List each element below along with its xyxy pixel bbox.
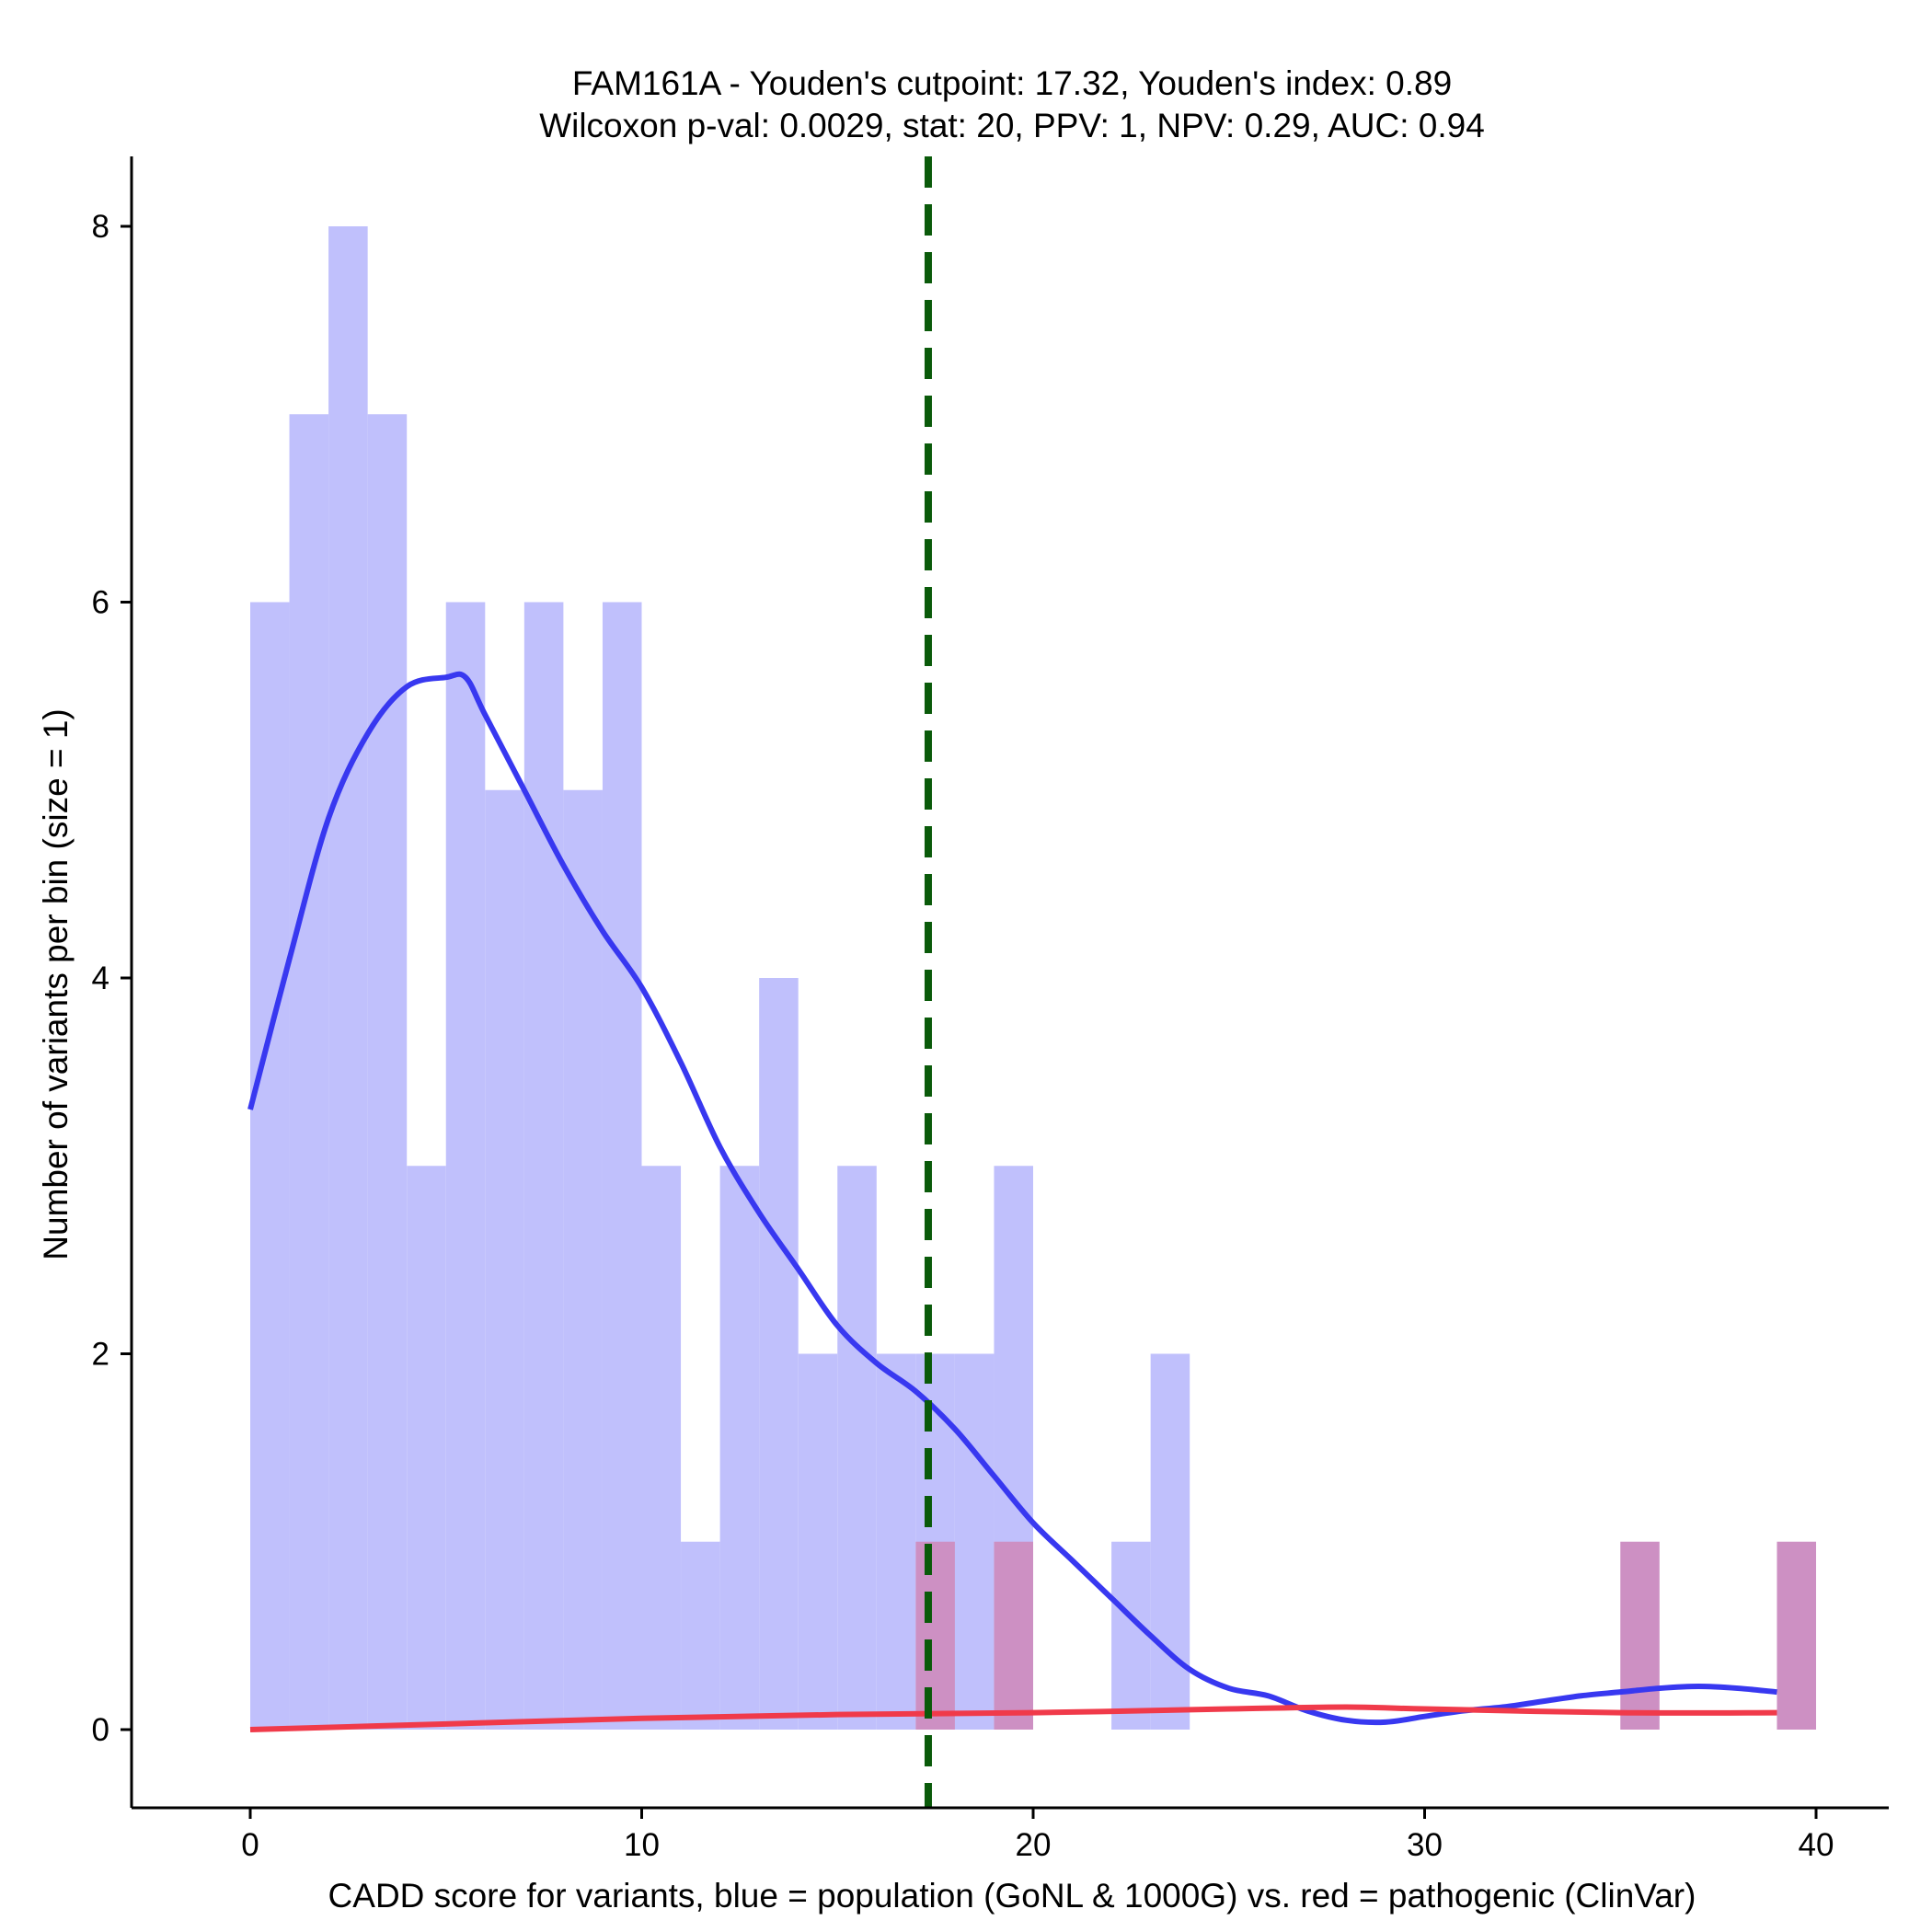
x-tick-label: 0: [241, 1827, 259, 1863]
x-tick-label: 10: [624, 1827, 660, 1863]
population-bar: [798, 1353, 838, 1730]
population-bar: [289, 414, 329, 1730]
population-bar: [837, 1166, 877, 1730]
population-bar: [759, 978, 799, 1730]
pathogenic-bar: [1777, 1541, 1816, 1730]
population-bars: [250, 226, 1190, 1730]
population-density-line: [247, 671, 1777, 1726]
population-bar: [876, 1353, 916, 1730]
population-bar: [250, 602, 290, 1730]
y-tick-label: 8: [92, 209, 109, 245]
population-bar: [954, 1353, 995, 1730]
population-bar: [445, 602, 486, 1730]
chart-title-line1: FAM161A - Youden's cutpoint: 17.32, Youd…: [572, 64, 1452, 102]
x-tick-label: 40: [1799, 1827, 1834, 1863]
x-axis-ticks: 0 10 20 30 40: [241, 1808, 1834, 1863]
population-bar: [328, 226, 368, 1730]
pathogenic-bar: [994, 1541, 1033, 1730]
y-axis-ticks: 0 2 4 6 8: [92, 209, 132, 1748]
population-bar: [602, 602, 642, 1730]
pathogenic-bar: [915, 1541, 955, 1730]
x-axis-label: CADD score for variants, blue = populati…: [328, 1877, 1696, 1915]
axes: [130, 156, 1889, 1810]
population-bar: [1150, 1353, 1190, 1730]
y-axis-label: Number of variants per bin (size = 1): [37, 708, 75, 1259]
pathogenic-bar: [1620, 1541, 1660, 1730]
pathogenic-bars: [915, 1541, 1816, 1730]
x-tick-label: 30: [1407, 1827, 1443, 1863]
population-bar: [1111, 1541, 1151, 1730]
y-tick-label: 0: [92, 1712, 109, 1748]
population-bar: [563, 789, 603, 1730]
y-tick-label: 6: [92, 585, 109, 621]
population-bar: [407, 1166, 446, 1730]
pathogenic-density-line: [249, 1704, 1777, 1732]
y-tick-label: 4: [92, 960, 109, 996]
x-tick-label: 20: [1016, 1827, 1052, 1863]
chart-title-line2: Wilcoxon p-val: 0.0029, stat: 20, PPV: 1…: [539, 107, 1485, 144]
population-bar: [641, 1166, 682, 1730]
population-bar: [681, 1541, 720, 1730]
population-bar: [523, 602, 564, 1730]
population-bar: [485, 789, 524, 1730]
y-tick-label: 2: [92, 1337, 109, 1373]
population-bar: [719, 1166, 760, 1730]
population-bar: [367, 414, 408, 1730]
